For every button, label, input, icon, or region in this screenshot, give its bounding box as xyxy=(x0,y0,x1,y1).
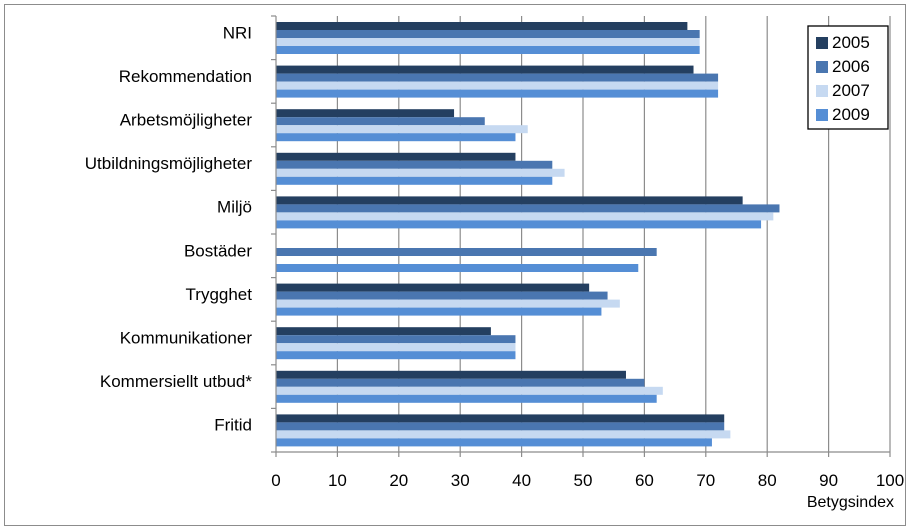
bar xyxy=(276,81,719,90)
category-labels: NRI Rekommendation Arbetsmöjligheter Utbild… xyxy=(85,23,253,434)
legend-label: 2006 xyxy=(832,57,870,76)
category-label: Arbetsmöjligheter xyxy=(120,110,253,129)
bar xyxy=(276,212,774,221)
category-label: NRI xyxy=(223,23,252,42)
bar xyxy=(276,283,590,292)
category-label: Bostäder xyxy=(184,241,252,260)
bar xyxy=(276,22,688,30)
bar xyxy=(276,133,516,142)
bar xyxy=(276,176,553,185)
x-tick-label: 0 xyxy=(271,471,280,490)
bar xyxy=(276,291,608,300)
bar xyxy=(276,430,731,439)
bar xyxy=(276,204,780,213)
bar xyxy=(276,125,528,134)
legend-swatch xyxy=(816,85,828,97)
legend-swatch xyxy=(816,37,828,49)
bar xyxy=(276,378,645,387)
x-tick-label: 70 xyxy=(696,471,715,490)
bar xyxy=(276,264,639,272)
bar xyxy=(276,394,657,403)
bar xyxy=(276,73,719,82)
x-tick-label: 50 xyxy=(574,471,593,490)
x-tick-label: 40 xyxy=(512,471,531,490)
bar xyxy=(276,248,657,256)
legend-label: 2009 xyxy=(832,105,870,124)
bar xyxy=(276,370,626,379)
bars xyxy=(276,22,780,447)
x-tick-label: 90 xyxy=(819,471,838,490)
bar xyxy=(276,335,516,344)
bar xyxy=(276,46,700,54)
x-tick-label: 20 xyxy=(389,471,408,490)
legend: 2005 2006 2007 2009 xyxy=(807,25,889,130)
legend-swatch xyxy=(816,109,828,121)
bar xyxy=(276,422,725,431)
tick-labels: 0 10 20 30 40 50 60 70 80 90 100 xyxy=(271,471,904,490)
bar xyxy=(276,109,455,118)
x-tick-label: 10 xyxy=(328,471,347,490)
bar xyxy=(276,438,712,447)
bar xyxy=(276,220,762,229)
x-axis-title: Betygsindex xyxy=(807,494,894,511)
bar xyxy=(276,168,565,177)
bar xyxy=(276,30,700,38)
bar xyxy=(276,299,620,308)
bar xyxy=(276,386,663,395)
legend-swatch xyxy=(816,61,828,73)
category-label: Fritid xyxy=(214,416,252,435)
x-tick-label: 80 xyxy=(758,471,777,490)
bar xyxy=(276,327,491,336)
bar xyxy=(276,343,516,352)
category-label: Kommersiellt utbud* xyxy=(100,372,253,391)
bar xyxy=(276,351,516,360)
bar xyxy=(276,196,743,205)
category-label: Kommunikationer xyxy=(120,328,253,347)
x-tick-label: 30 xyxy=(451,471,470,490)
category-label: Utbildningsmöjligheter xyxy=(85,154,253,173)
bar xyxy=(276,89,719,98)
bar xyxy=(276,307,602,316)
bar xyxy=(276,65,694,74)
bar xyxy=(276,160,553,169)
x-tick-label: 60 xyxy=(635,471,654,490)
x-tick-label: 100 xyxy=(876,471,904,490)
bar xyxy=(276,414,725,423)
axes xyxy=(271,15,891,457)
bar xyxy=(276,117,485,126)
category-label: Trygghet xyxy=(186,285,253,304)
legend-label: 2007 xyxy=(832,81,870,100)
category-label: Rekommendation xyxy=(119,67,252,86)
category-label: Miljö xyxy=(217,198,252,217)
bar xyxy=(276,38,700,46)
bar xyxy=(276,152,516,161)
legend-label: 2005 xyxy=(832,33,870,52)
